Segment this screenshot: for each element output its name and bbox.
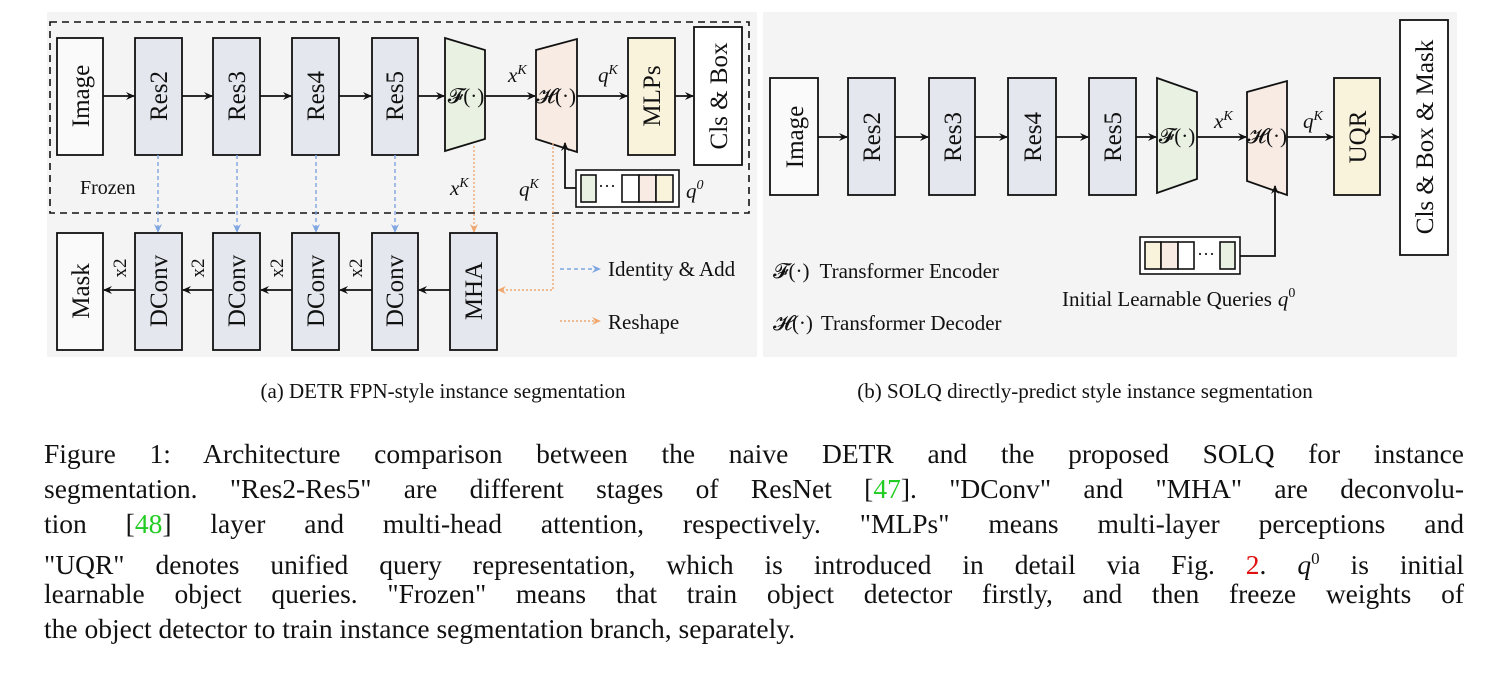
res3-label: Res3 [940,112,967,162]
dconv-label: DConv [224,254,251,327]
res3-block [928,77,976,196]
caption-line: tion [48] layer and multi-head attention… [44,506,1464,541]
caption-text: segmentation. "Res2-Res5" are different … [44,473,874,504]
upsample-x2-label: x2 [346,259,367,278]
qk-label-mid: qK [519,177,540,201]
upsample-x2-label: x2 [110,259,131,278]
caption-text: . [1259,549,1298,581]
panel-b: Image Res2 Res3 Res4 Res5 𝓕(·) 𝓗(·) UQR … [763,12,1457,357]
encoder-label: 𝓕(·) [1159,124,1195,148]
queries-arrow [561,142,576,189]
ref-47-link[interactable]: 47 [873,473,901,504]
dconv-block [212,232,261,351]
res5-block [1088,77,1137,196]
mask-label: Mask [68,263,95,319]
queries-label: Initial Learnable Queries q0 [1062,286,1295,311]
frozen-region [49,21,750,214]
uqr-label: UQR [1345,110,1372,163]
dconv-label: DConv [146,254,173,327]
res2-label: Res2 [146,71,173,121]
legend-identity-label: Identity & Add [608,257,736,281]
frozen-label: Frozen [80,177,136,199]
cls-box-label: Cls & Box [706,42,733,149]
uqr-block [1333,77,1381,196]
image-block [56,37,104,156]
q0-superscript: 0 [1311,549,1320,568]
caption-line: learnable object queries. "Frozen" means… [44,578,1464,609]
mask-block [56,232,104,351]
fig-2-link[interactable]: 2 [1245,549,1260,581]
subcaption-a: (a) DETR FPN-style instance segmentation [260,379,626,403]
res4-label: Res4 [1020,112,1047,163]
dconv-block [134,232,183,351]
xk-label-top: xK [507,63,527,87]
decoder-label: 𝓗(·) [536,84,576,108]
q0-symbol: q [1297,549,1312,581]
image-label: Image [68,65,95,127]
res5-label: Res5 [1100,112,1127,162]
caption-line: "UQR" denotes unified query representati… [44,541,1464,582]
caption-line: Figure 1: Architecture comparison betwee… [44,438,1464,469]
res4-label: Res4 [303,71,330,122]
res2-label: Res2 [859,112,886,162]
dconv-block [371,232,419,351]
res3-label: Res3 [224,71,251,121]
dconv-block [291,232,340,351]
res5-label: Res5 [382,71,409,121]
caption-line: segmentation. "Res2-Res5" are different … [44,471,1464,506]
caption-line: the object detector to train instance se… [44,613,796,644]
caption-text: ]. "DConv" and "MHA" are deconvolu- [900,473,1464,504]
encoder-block [1156,76,1198,195]
upsample-x2-label: x2 [188,259,209,278]
dconv-label: DConv [303,254,330,327]
legend-reshape-label: Reshape [608,310,679,334]
caption-text: ] layer and multi-head attention, respec… [162,508,1464,539]
encoder-block [444,36,486,153]
legend-encoder: 𝓕(·) Transformer Encoder [773,259,999,283]
qk-label: qK [1303,109,1324,133]
mha-label: MHA [461,262,488,320]
upsample-x2-label: x2 [267,259,288,278]
caption-text: tion [ [44,508,135,539]
queries-ellipsis: ··· [1197,244,1215,264]
ref-48-link[interactable]: 48 [134,508,163,539]
caption-text: is initial [1319,549,1464,581]
qk-label-top: qK [598,63,619,87]
queries-ellipsis: ··· [598,176,616,196]
queries-arrow [1240,185,1279,257]
decoder-block [1246,79,1288,197]
xk-label-mid: xK [449,176,469,200]
cls-box-block [693,26,743,166]
encoder-label: 𝓕(·) [448,84,484,108]
dconv-label: DConv [382,254,409,327]
res2-block [847,77,896,196]
cls-box-mask-block [1399,19,1449,256]
image-label: Image [782,106,809,168]
xk-label: xK [1213,109,1233,133]
panel-a: Image Res2 Res3 Res4 Res5 𝓕(·) 𝓗(·) MLPs… [47,12,757,357]
q0-label: q0 [686,178,704,203]
cls-box-mask-label: Cls & Box & Mask [1412,39,1439,234]
reshape-connection [497,143,554,294]
res5-block [371,37,419,156]
legend-decoder: 𝓗(·) Transformer Decoder [773,311,1002,335]
caption-text: "UQR" denotes unified query representati… [44,549,1246,581]
mlps-label: MLPs [639,65,666,126]
mha-block [449,232,498,351]
decoder-block [535,37,578,154]
res4-block [1007,77,1057,196]
subcaption-b: (b) SOLQ directly-predict style instance… [857,379,1313,403]
decoder-label: 𝓗(·) [1247,124,1287,148]
